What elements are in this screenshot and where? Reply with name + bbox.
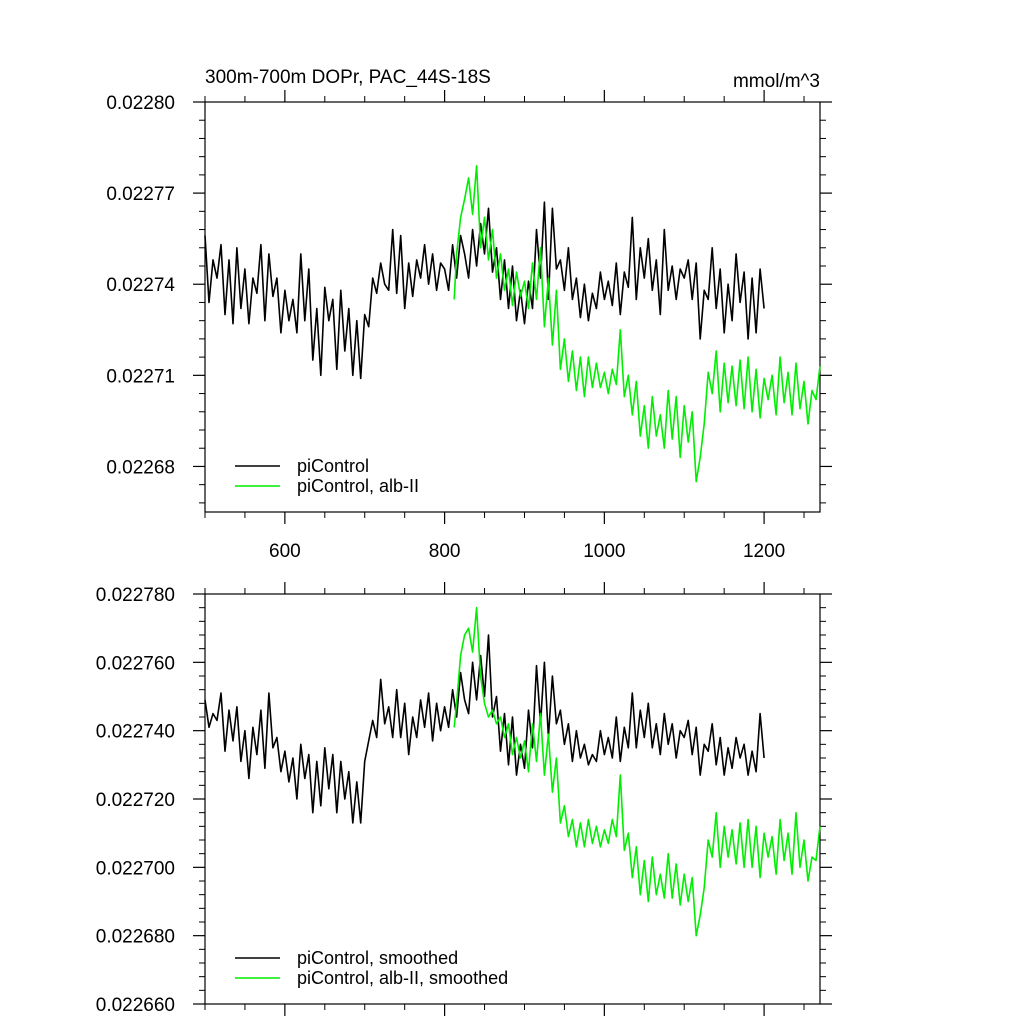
top-xtick-label: 600 (269, 541, 301, 562)
top-panel-units-label: mmol/m^3 (733, 71, 820, 92)
bottom-ytick-label: 0.022660 (96, 995, 175, 1016)
top-panel-title: 300m-700m DOPr, PAC_44S-18S (205, 67, 491, 88)
bottom-legend-label-1: piControl, smoothed (297, 948, 458, 968)
bottom-panel-plot: 0.022660 0.022680 0.022700 0.022720 0.022740… (96, 582, 832, 1016)
bottom-ytick-label: 0.022680 (96, 927, 175, 948)
bottom-ytick-label: 0.022760 (96, 653, 175, 674)
top-legend-label-1: piControl (297, 456, 369, 476)
top-ytick-label: 0.02277 (106, 184, 175, 205)
bottom-series-line-1 (204, 634, 765, 824)
top-series-line-1 (204, 201, 765, 380)
bottom-ytick-label: 0.022780 (96, 585, 175, 606)
top-series-line-2 (453, 165, 821, 483)
bottom-ytick-label: 0.022720 (96, 790, 175, 811)
top-legend-label-2: piControl, alb-II (297, 476, 419, 496)
top-xtick-label: 1200 (743, 541, 785, 562)
top-ytick-label: 0.02271 (106, 366, 175, 387)
bottom-ytick-label: 0.022740 (96, 722, 175, 743)
bottom-legend-label-2: piControl, alb-II, smoothed (297, 968, 508, 988)
top-ytick-label: 0.02268 (106, 457, 175, 478)
top-panel-frame (204, 101, 821, 513)
top-panel-plot: 300m-700m DOPr, PAC_44S-18S mmol/m^3 600… (106, 67, 832, 562)
top-ytick-label: 0.02280 (106, 93, 175, 114)
top-ytick-label: 0.02274 (106, 275, 175, 296)
top-xtick-label: 800 (429, 541, 461, 562)
bottom-ytick-label: 0.022700 (96, 858, 175, 879)
bottom-series-line-2 (453, 606, 821, 937)
top-xtick-label: 1000 (583, 541, 625, 562)
